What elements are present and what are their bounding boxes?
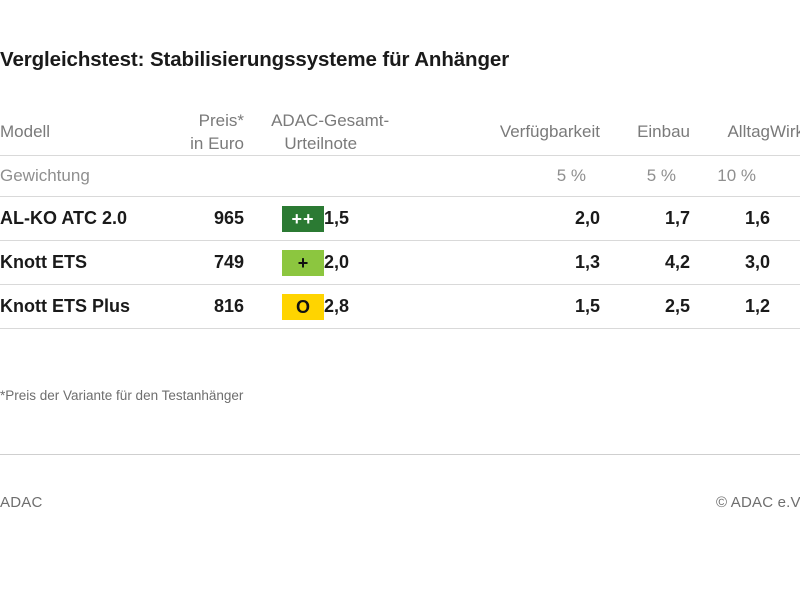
column-header-verdict-line2: Urteil — [284, 133, 324, 153]
cell-availability: 2,0 — [434, 196, 600, 242]
column-header-daily: Alltag — [727, 122, 770, 142]
column-header-verdict-line1: ADAC- — [271, 111, 324, 130]
cell-price: 965 — [148, 196, 244, 242]
table-body: Gewichtung 5 % 5 % 10 % 80 % AL-KO ATC 2… — [0, 155, 800, 330]
footer-source: ADAC — [0, 494, 43, 511]
cell-grade: 1,5 — [324, 196, 434, 242]
cell-daily: 1,6 — [690, 196, 770, 242]
weighting-installation: 5 % — [600, 155, 690, 198]
cell-effectiveness: 1,8 — [770, 240, 800, 286]
comparison-table: Modell Preis* in Euro ADAC- Urteil Gesam… — [0, 110, 800, 330]
column-header-price-line1: Preis* — [198, 111, 244, 130]
table-row: AL-KO ATC 2.0 965 ++ 1,5 2,0 1,7 1,6 1,5 — [0, 196, 800, 242]
cell-model: Knott ETS Plus — [0, 284, 148, 330]
weighting-availability: 5 % — [434, 155, 600, 198]
cell-availability: 1,3 — [434, 240, 600, 286]
column-header-installation: Einbau — [637, 122, 690, 142]
column-header-availability: Verfügbarkeit — [499, 122, 600, 142]
footer-copyright: © ADAC e.V. — [716, 494, 800, 511]
cell-verdict: O — [244, 284, 324, 330]
table-row: Knott ETS Plus 816 O 2,8 1,5 2,5 1,2 3,1 — [0, 284, 800, 330]
column-header-model: Modell — [0, 122, 51, 142]
cell-availability: 1,5 — [434, 284, 600, 330]
cell-daily: 1,2 — [690, 284, 770, 330]
cell-model: AL-KO ATC 2.0 — [0, 196, 148, 242]
column-header-grade-line1: Gesamt- — [324, 111, 390, 130]
cell-installation: 4,2 — [600, 240, 690, 286]
table-header: Modell Preis* in Euro ADAC- Urteil Gesam… — [0, 110, 800, 156]
weighting-price — [148, 155, 244, 198]
cell-model: Knott ETS — [0, 240, 148, 286]
table-row: Knott ETS 749 + 2,0 1,3 4,2 3,0 1,8 — [0, 240, 800, 286]
weighting-effectiveness: 80 % — [770, 155, 800, 198]
page-title: Vergleichstest: Stabilisierungssysteme f… — [0, 48, 510, 71]
cell-price: 816 — [148, 284, 244, 330]
cell-installation: 2,5 — [600, 284, 690, 330]
verdict-badge-icon: + — [282, 249, 324, 276]
cell-grade: 2,0 — [324, 240, 434, 286]
cell-daily: 3,0 — [690, 240, 770, 286]
cell-effectiveness: 3,1 — [770, 284, 800, 330]
cell-price: 749 — [148, 240, 244, 286]
weighting-grade — [324, 155, 434, 198]
footnote: *Preis der Variante für den Testanhänger — [0, 388, 244, 403]
weighting-label: Gewichtung — [0, 155, 148, 198]
cell-installation: 1,7 — [600, 196, 690, 242]
cell-grade: 2,8 — [324, 284, 434, 330]
cell-verdict: ++ — [244, 196, 324, 242]
column-header-grade: Gesamt- note — [324, 110, 434, 156]
weighting-daily: 10 % — [690, 155, 770, 198]
column-header-price: Preis* in Euro — [148, 110, 244, 156]
weighting-verdict — [244, 155, 324, 198]
table-header-row: Modell Preis* in Euro ADAC- Urteil Gesam… — [0, 110, 800, 156]
weighting-row: Gewichtung 5 % 5 % 10 % 80 % — [0, 155, 800, 198]
column-header-grade-line2: note — [324, 133, 358, 153]
verdict-badge-icon: ++ — [282, 205, 324, 232]
cell-effectiveness: 1,5 — [770, 196, 800, 242]
column-header-price-line2: in Euro — [190, 133, 244, 153]
footer-divider — [0, 454, 800, 455]
cell-verdict: + — [244, 240, 324, 286]
verdict-badge-icon: O — [282, 293, 324, 320]
column-header-effectiveness: Wirksamkeit — [770, 122, 800, 142]
column-header-verdict: ADAC- Urteil — [244, 110, 324, 156]
